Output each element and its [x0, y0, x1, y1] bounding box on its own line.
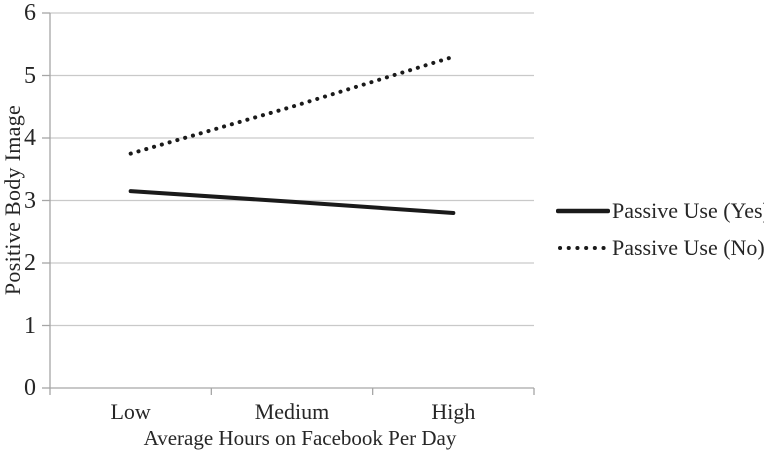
legend-label: Passive Use (No) — [612, 235, 764, 260]
series-line-solid — [128, 189, 456, 215]
legend-entry: Passive Use (No) — [556, 235, 764, 261]
legend: Passive Use (Yes) Passive Use (No) — [556, 198, 764, 261]
x-category-label: Medium — [254, 399, 330, 424]
y-tick-label: 6 — [24, 0, 36, 26]
y-tick-label: 0 — [24, 375, 36, 401]
x-category-label: High — [431, 399, 476, 424]
y-tick-label: 5 — [24, 62, 36, 89]
y-tick-label: 1 — [24, 312, 36, 339]
series-line-dotted — [128, 54, 456, 156]
dotted-line-swatch-icon — [558, 246, 610, 250]
solid-line-swatch-icon — [556, 208, 610, 214]
y-tick-label: 4 — [24, 125, 36, 151]
y-tick-label: 3 — [24, 187, 36, 214]
legend-label: Passive Use (Yes) — [612, 198, 764, 223]
y-tick-label: 2 — [24, 250, 36, 276]
x-category-label: Low — [110, 399, 151, 424]
legend-entry: Passive Use (Yes) — [556, 198, 764, 224]
x-axis-title: Average Hours on Facebook Per Day — [143, 426, 457, 450]
